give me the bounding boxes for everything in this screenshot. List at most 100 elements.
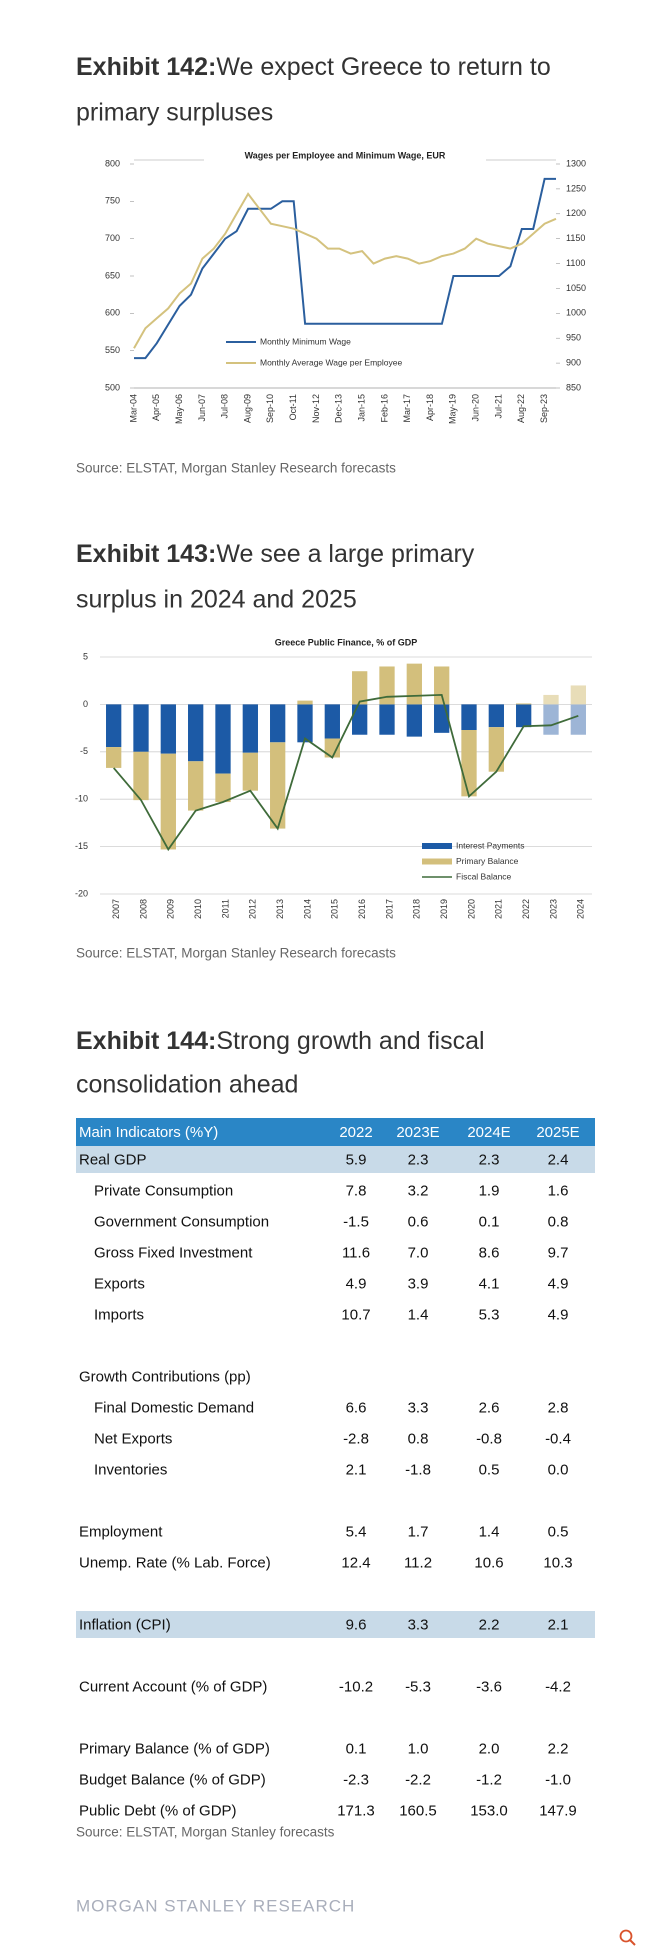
bar (324, 704, 340, 739)
bar (379, 666, 395, 705)
y2-tick-label: 850 (566, 382, 581, 392)
table-cell: 3.2 (408, 1182, 429, 1199)
legend-label: Fiscal Balance (456, 871, 512, 881)
x-tick-label: Apr-18 (425, 394, 435, 421)
table-cell: 0.8 (408, 1430, 429, 1447)
table-cell: -2.2 (405, 1771, 431, 1788)
table-cell: 5.4 (346, 1523, 367, 1540)
legend-swatch (422, 858, 452, 865)
exhibit-label: Exhibit 143: (76, 540, 216, 568)
bar (461, 704, 477, 730)
table-row-label: Inventories (94, 1461, 167, 1478)
table-cell: 147.9 (539, 1802, 577, 1819)
table-cell: 2.1 (346, 1461, 367, 1478)
x-tick-label: 2015 (330, 899, 340, 919)
bar (406, 704, 422, 737)
table-cell: 10.7 (341, 1306, 370, 1323)
bar (543, 694, 559, 705)
x-tick-label: 2007 (111, 899, 121, 919)
table-cell: -3.6 (476, 1678, 502, 1695)
bar (516, 703, 532, 705)
bar (188, 704, 204, 762)
table-row-label: Private Consumption (94, 1182, 233, 1199)
x-tick-label: 2023 (548, 899, 558, 919)
table-cell: 2.6 (479, 1399, 500, 1416)
x-tick-label: 2011 (220, 899, 230, 918)
x-tick-label: 2017 (384, 899, 394, 919)
y2-tick-label: 1000 (566, 308, 586, 318)
table-cell: 1.4 (408, 1306, 429, 1323)
y-tick-label: 700 (105, 233, 120, 243)
y2-tick-label: 1200 (566, 208, 586, 218)
bar (461, 729, 477, 797)
table-cell: 6.6 (346, 1399, 367, 1416)
table-cell: 9.6 (346, 1616, 367, 1633)
x-tick-label: Sep-23 (539, 394, 549, 423)
table-header-bg (76, 1118, 595, 1146)
x-tick-label: 2021 (494, 899, 504, 919)
exhibit-title: consolidation ahead (76, 1071, 298, 1099)
table-cell: 2.2 (548, 1740, 569, 1757)
table-cell: -4.2 (545, 1678, 571, 1695)
table-cell: -5.3 (405, 1678, 431, 1695)
table-row-label: Unemp. Rate (% Lab. Force) (79, 1554, 271, 1571)
x-tick-label: 2010 (193, 899, 203, 919)
x-tick-label: Jul-21 (493, 394, 503, 419)
table-cell: 0.6 (408, 1213, 429, 1230)
table-cell: 1.9 (479, 1182, 500, 1199)
legend-label: Monthly Minimum Wage (260, 336, 351, 346)
x-tick-label: Jul-08 (220, 394, 230, 419)
table-cell: 5.3 (479, 1306, 500, 1323)
x-tick-label: Mar-04 (128, 394, 138, 423)
x-tick-label: 2008 (138, 899, 148, 919)
exhibit-title: primary surpluses (76, 99, 273, 127)
x-tick-label: Nov-12 (311, 394, 321, 423)
x-tick-label: 2024 (576, 899, 586, 919)
table-cell: 10.3 (543, 1554, 572, 1571)
x-tick-label: 2013 (275, 899, 285, 919)
bar (324, 738, 340, 758)
bar (160, 753, 176, 850)
table-cell: 2.4 (548, 1151, 569, 1168)
table-cell: 2.2 (479, 1616, 500, 1633)
bar (106, 704, 122, 748)
table-row-label: Gross Fixed Investment (94, 1244, 253, 1261)
table-cell: -1.0 (545, 1771, 571, 1788)
table-cell: 0.1 (479, 1213, 500, 1230)
table-cell: 0.5 (548, 1523, 569, 1540)
y-tick-label: -10 (75, 794, 88, 804)
zoom-handle[interactable] (629, 1939, 636, 1946)
bar (133, 704, 149, 752)
bar (215, 773, 231, 803)
bar (434, 666, 450, 705)
bar (297, 704, 313, 743)
y2-tick-label: 1300 (566, 158, 586, 168)
table-cell: 0.0 (548, 1461, 569, 1478)
table-cell: -2.8 (343, 1430, 369, 1447)
table-cell: 8.6 (479, 1244, 500, 1261)
legend-swatch (422, 843, 452, 849)
bar (570, 685, 586, 705)
y2-tick-label: 950 (566, 333, 581, 343)
table-cell: -1.5 (343, 1213, 369, 1230)
table-row-label: Government Consumption (94, 1213, 269, 1230)
table-row-highlight (76, 1146, 595, 1173)
y2-tick-label: 1100 (566, 258, 585, 268)
table-cell: 171.3 (337, 1802, 375, 1819)
table-cell: 2.3 (408, 1151, 429, 1168)
legend-label: Primary Balance (456, 856, 519, 866)
table-cell: -1.8 (405, 1461, 431, 1478)
table-cell: 3.3 (408, 1399, 429, 1416)
table-header-cell: Main Indicators (%Y) (79, 1124, 218, 1141)
table-cell: -0.4 (545, 1430, 571, 1447)
x-tick-label: 2018 (412, 899, 422, 919)
zoom-lens[interactable] (619, 1929, 633, 1943)
table-cell: 0.1 (346, 1740, 367, 1757)
table-cell: 11.6 (342, 1244, 370, 1261)
table-cell: 1.6 (548, 1182, 569, 1199)
exhibit-title: We see a large primary (216, 540, 474, 568)
x-tick-label: 2022 (521, 899, 531, 919)
table-cell: 7.0 (408, 1244, 429, 1261)
zoom-icon[interactable] (619, 1929, 636, 1946)
